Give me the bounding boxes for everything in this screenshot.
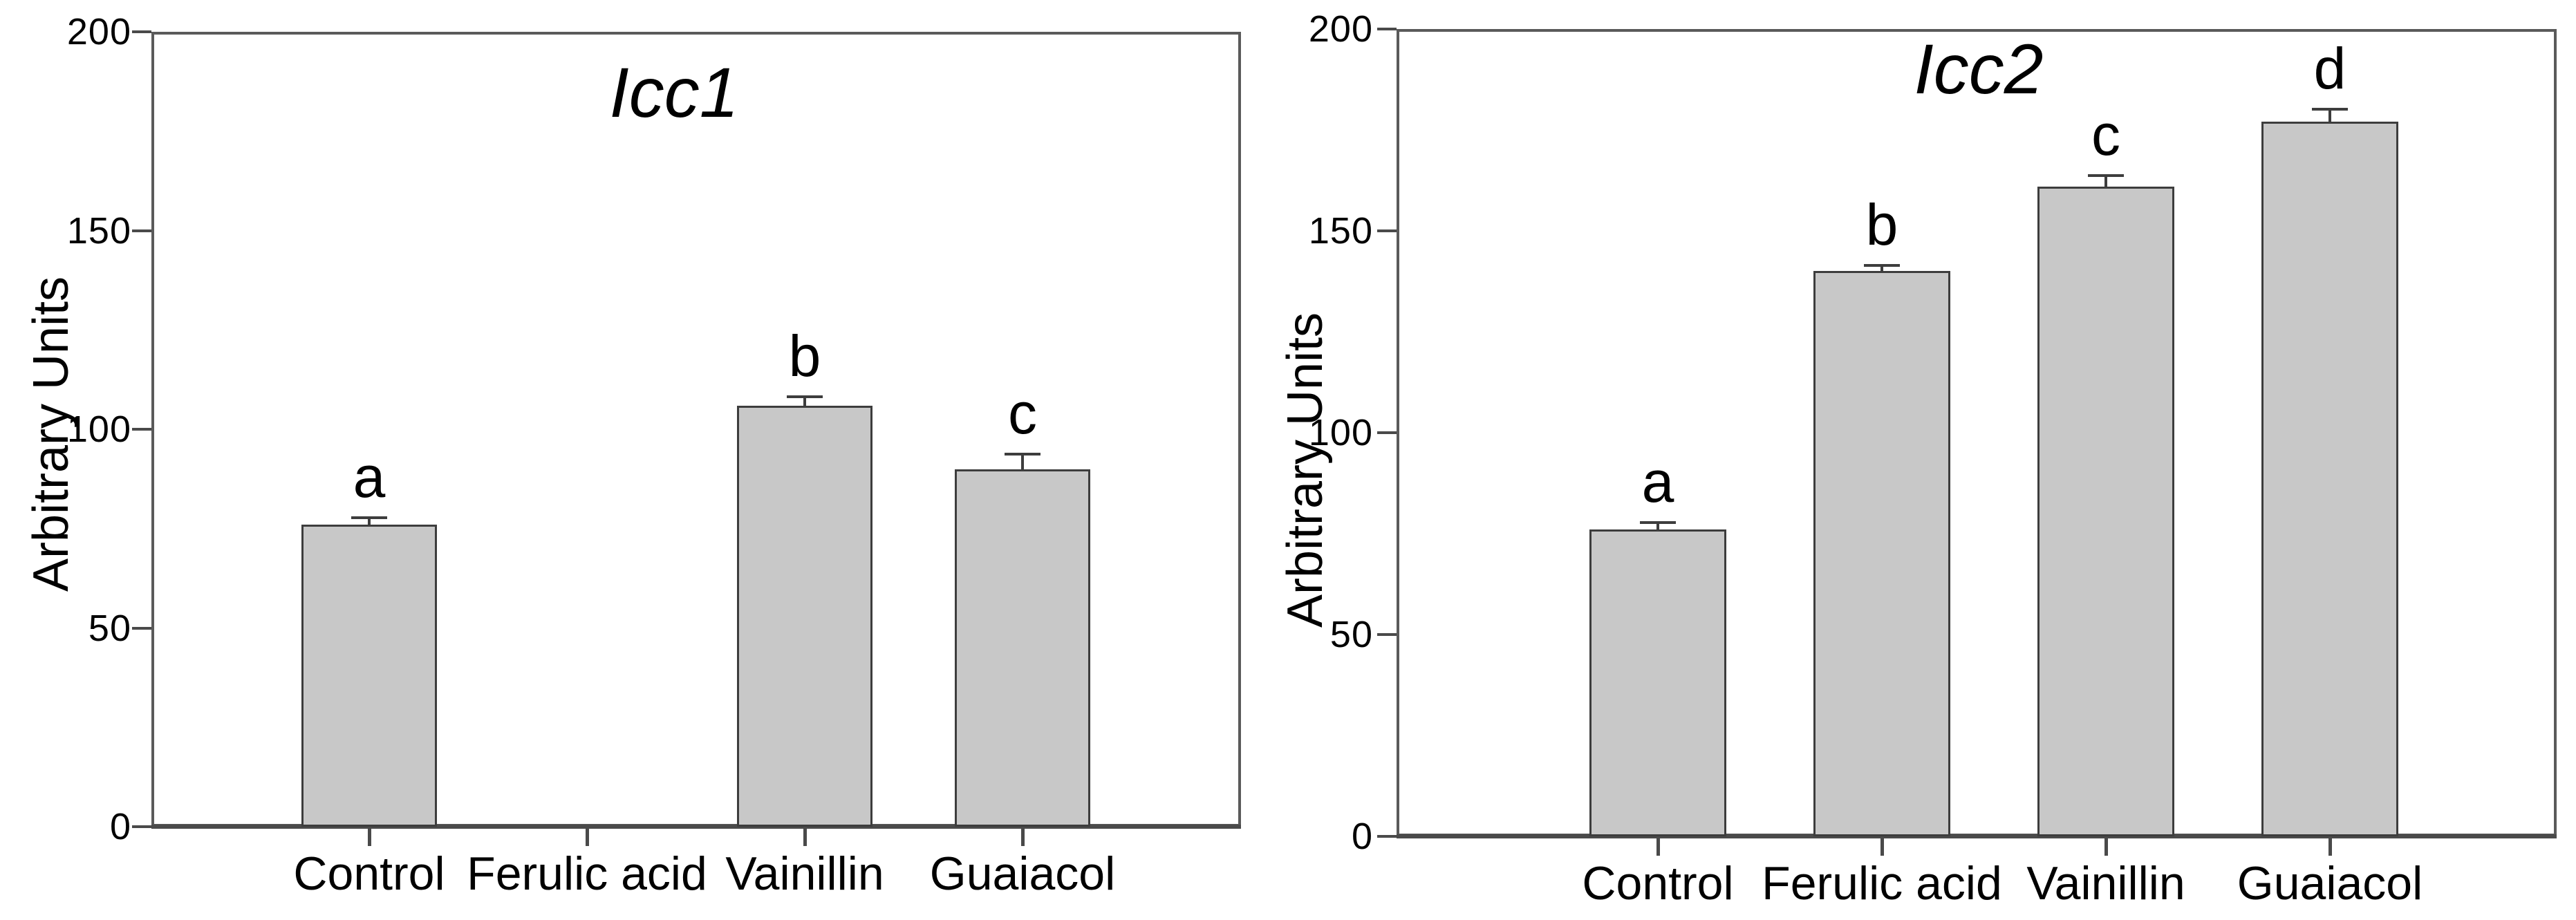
y-tick — [132, 229, 151, 232]
x-tick — [368, 827, 371, 846]
bar-control — [301, 525, 437, 827]
y-tick — [132, 30, 151, 33]
x-axis-line — [1397, 834, 2557, 838]
error-bar-guaiacol — [1021, 455, 1024, 469]
x-axis-category-label: Ferulic acid — [467, 847, 707, 900]
error-bar-control — [368, 518, 371, 525]
y-tick-label: 100 — [1308, 412, 1373, 453]
chart-title: Icc2 — [1914, 30, 2044, 109]
y-tick — [1377, 633, 1397, 636]
x-tick — [1656, 836, 1660, 856]
y-tick-label: 0 — [109, 806, 131, 847]
significance-letter-ferulic-acid: b — [1865, 191, 1898, 257]
significance-letter-control: a — [1641, 449, 1674, 515]
y-tick-label: 200 — [66, 11, 131, 53]
y-tick — [1377, 229, 1397, 232]
x-tick — [2104, 836, 2108, 856]
error-bar-cap — [351, 516, 387, 520]
y-tick-label: 50 — [1329, 614, 1373, 655]
x-tick — [586, 827, 589, 846]
y-tick — [1377, 835, 1397, 838]
x-axis-category-label: Guaiacol — [2237, 857, 2423, 910]
x-tick — [1880, 836, 1884, 856]
y-tick-label: 100 — [66, 409, 131, 450]
error-bar-cap — [787, 395, 823, 398]
error-bar-ferulic-acid — [1880, 265, 1883, 272]
bar-control — [1589, 529, 1726, 836]
bar-ferulic-acid — [1813, 271, 1950, 836]
error-bar-vainillin — [2104, 176, 2107, 187]
bar-vainillin — [737, 405, 872, 827]
y-tick-label: 150 — [66, 209, 131, 252]
significance-letter-control: a — [353, 444, 386, 510]
y-tick — [132, 626, 151, 630]
y-tick — [1377, 431, 1397, 434]
error-bar-cap — [1864, 263, 1900, 267]
error-bar-cap — [2312, 107, 2348, 111]
y-tick — [132, 428, 151, 431]
x-axis-category-label: Control — [1582, 857, 1734, 910]
x-axis-category-label: Ferulic acid — [1762, 857, 2002, 910]
error-bar-cap — [1640, 521, 1676, 525]
bar-vainillin — [2037, 186, 2174, 836]
chart-title: Icc1 — [609, 53, 739, 132]
x-axis-line — [151, 825, 1241, 829]
error-bar-cap — [1005, 453, 1040, 456]
x-tick — [2328, 836, 2332, 856]
error-bar-guaiacol — [2328, 109, 2331, 122]
significance-letter-vainillin: c — [2091, 102, 2120, 168]
y-tick-label: 50 — [88, 607, 131, 649]
error-bar-vainillin — [803, 397, 806, 406]
error-bar-control — [1656, 523, 1659, 530]
x-axis-category-label: Vainillin — [725, 847, 884, 900]
x-axis-category-label: Control — [293, 847, 445, 900]
significance-letter-vainillin: b — [788, 323, 821, 388]
y-tick — [1377, 28, 1397, 30]
y-tick-label: 150 — [1308, 210, 1373, 252]
significance-letter-guaiacol: c — [1008, 381, 1037, 447]
significance-letter-guaiacol: d — [2313, 35, 2346, 101]
x-axis-category-label: Guaiacol — [929, 847, 1116, 900]
error-bar-cap — [2088, 174, 2124, 178]
y-tick-label: 0 — [1351, 816, 1373, 857]
x-tick — [803, 827, 807, 846]
y-tick — [132, 825, 151, 828]
bar-guaiacol — [955, 469, 1090, 827]
x-tick — [1021, 827, 1025, 846]
bar-guaiacol — [2261, 122, 2398, 836]
y-axis-label: Arbitrary Units — [1278, 312, 1333, 628]
x-axis-category-label: Vainillin — [2026, 857, 2185, 910]
y-tick-label: 200 — [1308, 8, 1373, 50]
